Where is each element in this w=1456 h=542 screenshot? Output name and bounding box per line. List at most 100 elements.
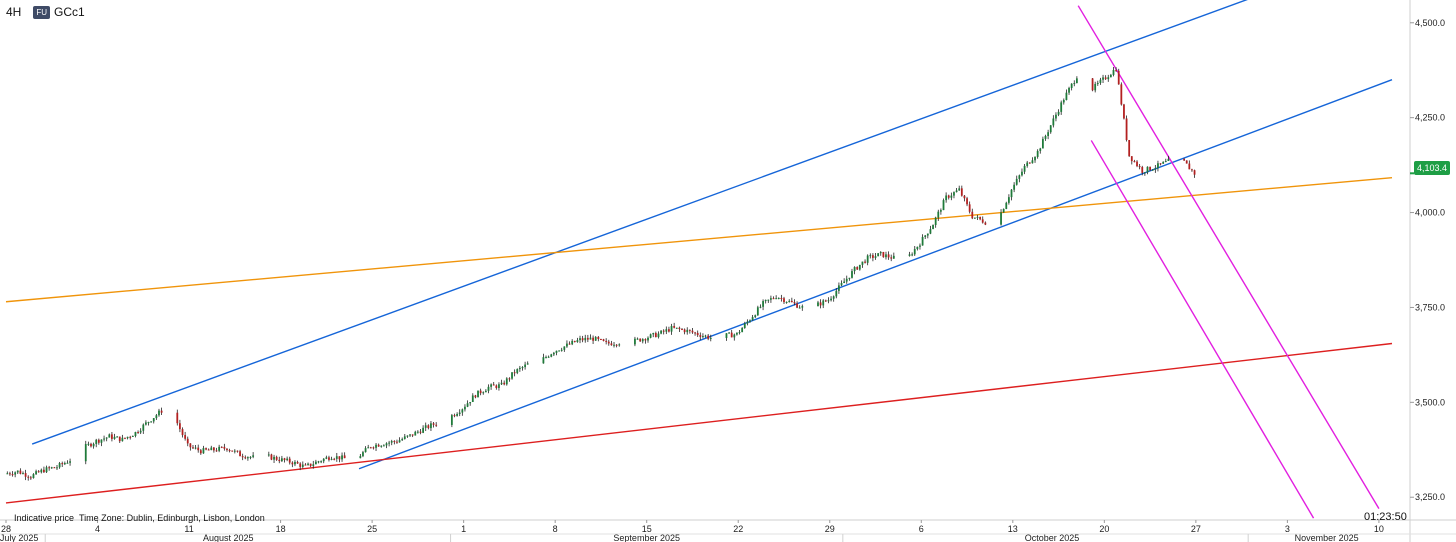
candle-body xyxy=(364,448,367,453)
candle-body xyxy=(817,302,819,307)
candle-body xyxy=(335,456,338,459)
candle-body xyxy=(1159,163,1162,165)
candle-body xyxy=(547,356,550,358)
x-tick-label: 8 xyxy=(553,524,558,534)
candle-body xyxy=(1157,163,1159,169)
x-tick-label: 3 xyxy=(1285,524,1290,534)
candle-body xyxy=(330,458,333,460)
candle-body xyxy=(192,447,194,449)
candle-body xyxy=(819,302,822,306)
candle-body xyxy=(479,390,482,394)
candle-body xyxy=(597,336,600,340)
candle-body xyxy=(388,442,391,444)
candle-body xyxy=(398,440,401,443)
candle-body xyxy=(280,458,283,462)
candle-body xyxy=(1112,70,1115,75)
y-tick-label: 3,250.0 xyxy=(1415,492,1445,502)
candle-body xyxy=(1068,87,1070,93)
candle-body xyxy=(662,330,665,332)
candle-body xyxy=(325,457,328,459)
candle-body xyxy=(228,450,231,452)
candle-body xyxy=(53,467,56,469)
candle-body xyxy=(210,447,213,451)
candle-body xyxy=(63,463,66,465)
candle-body xyxy=(730,332,733,338)
candle-body xyxy=(244,457,247,459)
trendline xyxy=(1077,5,1380,509)
candle-body xyxy=(100,439,103,443)
x-tick-label: 20 xyxy=(1099,524,1109,534)
candle-body xyxy=(1146,166,1149,173)
trendline xyxy=(5,176,1393,303)
candle-body xyxy=(613,344,615,346)
candle-body xyxy=(882,251,885,258)
candle-body xyxy=(1041,138,1044,149)
timezone-note[interactable]: Time Zone: Dublin, Edinburgh, Lisbon, Lo… xyxy=(79,513,265,523)
candle-body xyxy=(848,277,851,279)
candle-body xyxy=(409,434,411,436)
candle-body xyxy=(1154,168,1157,170)
candle-body xyxy=(304,464,307,466)
candle-body xyxy=(1044,135,1047,139)
month-label: September 2025 xyxy=(613,533,680,542)
candle-body xyxy=(733,334,736,338)
month-label: October 2025 xyxy=(1025,533,1080,542)
candle-body xyxy=(37,471,40,473)
candle-body xyxy=(150,421,153,423)
candle-body xyxy=(513,372,516,374)
candle-body xyxy=(600,339,602,341)
candle-body xyxy=(981,219,984,223)
candle-body xyxy=(1164,161,1167,163)
candle-body xyxy=(1036,150,1039,157)
candle-body xyxy=(890,257,893,259)
candle-body xyxy=(382,445,385,447)
candle-body xyxy=(301,464,304,467)
candle-body xyxy=(312,464,315,466)
candle-body xyxy=(477,390,479,398)
candle-body xyxy=(359,456,362,459)
candle-body xyxy=(756,307,759,316)
y-tick-label: 3,500.0 xyxy=(1415,397,1445,407)
symbol-label[interactable]: GCc1 xyxy=(54,5,85,19)
candle-body xyxy=(707,335,710,339)
candle-body xyxy=(1070,83,1073,88)
candle-body xyxy=(793,302,796,304)
candle-body xyxy=(665,329,668,332)
candle-body xyxy=(573,340,576,343)
candle-body xyxy=(942,200,945,211)
candle-body xyxy=(885,254,887,258)
candle-body xyxy=(139,430,142,433)
candle-body xyxy=(288,458,291,463)
candle-body xyxy=(1057,111,1060,115)
candle-body xyxy=(670,326,673,332)
candle-body xyxy=(550,354,553,357)
candle-body xyxy=(508,378,511,380)
candle-body xyxy=(380,445,383,447)
candle-body xyxy=(205,448,207,450)
chart-header: 4H FU GCc1 xyxy=(6,5,85,19)
candle-body xyxy=(879,251,882,254)
candle-body xyxy=(314,461,317,465)
candle-body xyxy=(607,341,610,344)
candle-body xyxy=(874,256,877,258)
y-tick-label: 4,000.0 xyxy=(1415,208,1445,218)
month-label: November 2025 xyxy=(1295,533,1359,542)
candle-body xyxy=(97,439,100,443)
candle-body xyxy=(702,336,704,338)
candle-body xyxy=(87,443,90,445)
candle-body xyxy=(668,329,670,332)
candle-body xyxy=(966,198,968,205)
candle-body xyxy=(372,447,375,449)
candle-body xyxy=(691,330,694,333)
timeframe-label[interactable]: 4H xyxy=(6,5,22,19)
candle-body xyxy=(385,443,388,446)
candle-body xyxy=(652,333,655,335)
candle-body xyxy=(35,471,37,475)
candle-body xyxy=(1073,83,1076,85)
candle-body xyxy=(181,429,184,436)
candle-body xyxy=(90,443,92,447)
candle-body xyxy=(1052,118,1055,126)
candle-body xyxy=(704,335,707,337)
